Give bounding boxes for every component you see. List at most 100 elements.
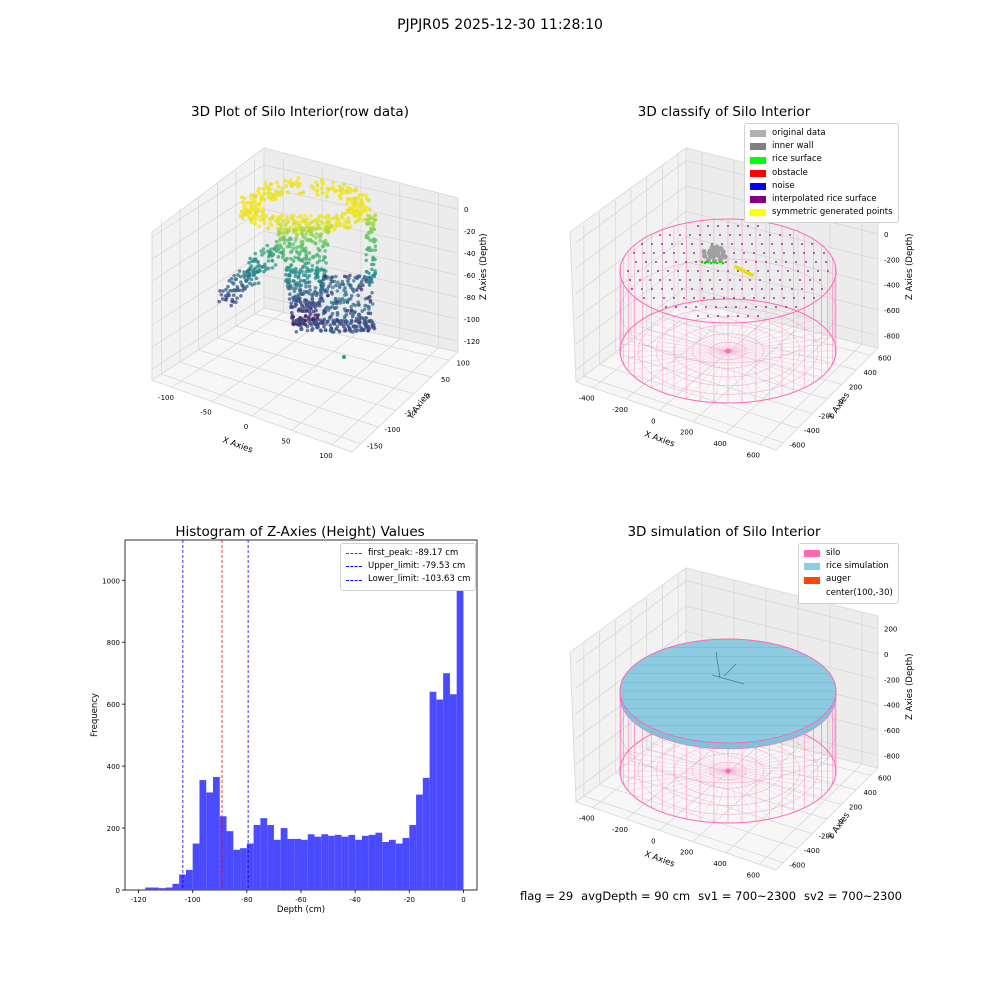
data-point: [279, 190, 284, 195]
original-data-point: [701, 249, 707, 255]
data-point: [329, 300, 334, 305]
data-point: [338, 196, 343, 201]
silo-floor-ring: [637, 307, 819, 395]
grid-line: [151, 296, 265, 370]
silo-floor-spoke: [662, 770, 729, 813]
data-point: [249, 204, 254, 209]
interpolated-point: [759, 234, 761, 236]
x-tick-label: -80: [241, 896, 252, 904]
data-point: [262, 220, 267, 225]
data-point: [238, 274, 243, 279]
data-point: [304, 290, 309, 294]
data-point: [344, 225, 349, 230]
interpolated-point: [771, 288, 773, 290]
interpolated-point: [727, 270, 729, 272]
x-tick-label: -100: [158, 394, 174, 402]
y-tick-label: -50: [404, 409, 415, 417]
data-point: [303, 248, 308, 253]
data-point: [297, 191, 302, 196]
data-point: [291, 286, 295, 290]
data-point: [283, 272, 288, 277]
data-point: [263, 262, 267, 267]
data-point: [280, 186, 285, 191]
interpolated-point: [721, 288, 723, 290]
data-point: [354, 288, 359, 292]
data-point: [283, 178, 288, 183]
grid-line: [211, 320, 323, 402]
interpolated-point: [709, 279, 711, 281]
data-point: [296, 184, 301, 189]
y-tick-label: 600: [878, 354, 891, 362]
data-point: [302, 219, 307, 223]
interpolated-point: [695, 306, 697, 308]
z-tick-label: -20: [464, 228, 475, 236]
data-point: [355, 318, 359, 322]
interpolated-point: [697, 270, 699, 272]
interpolated-point: [673, 252, 675, 254]
data-point: [285, 190, 290, 195]
histogram-bar: [273, 839, 281, 890]
interpolated-point: [765, 261, 767, 263]
interpolated-point: [801, 288, 803, 290]
interpolated-point: [827, 270, 829, 272]
silo-center: [725, 348, 731, 354]
silo-top-ring: [619, 218, 837, 324]
data-point: [249, 196, 254, 201]
data-point: [315, 222, 319, 226]
data-point: [301, 265, 305, 269]
data-point: [334, 327, 338, 331]
interpolated-point: [785, 261, 787, 263]
data-point: [358, 324, 362, 329]
data-point: [318, 226, 323, 231]
interpolated-point: [737, 225, 739, 227]
data-point: [234, 300, 238, 304]
data-point: [276, 232, 281, 237]
data-point: [298, 278, 303, 283]
interpolated-point: [695, 261, 697, 263]
data-point: [345, 190, 350, 195]
z-tick-label: -60: [464, 272, 475, 280]
data-point: [343, 293, 347, 297]
data-point: [300, 232, 305, 237]
silo-floor-spoke: [727, 764, 836, 772]
rice-surface-point: [721, 261, 725, 265]
interpolated-point: [801, 243, 803, 245]
y-tick-label: 200: [849, 803, 862, 811]
interpolated-point: [659, 234, 661, 236]
data-point: [342, 307, 347, 311]
data-point: [276, 255, 281, 259]
grid-line: [263, 186, 459, 232]
data-point: [262, 214, 267, 219]
y-tick-label: -400: [804, 427, 820, 435]
data-point: [348, 224, 353, 229]
interpolated-point: [791, 288, 793, 290]
z-tick-label: -120: [464, 338, 480, 346]
interpolated-point: [707, 225, 709, 227]
data-point: [367, 198, 372, 203]
data-point: [245, 270, 250, 274]
interpolated-point: [749, 279, 751, 281]
data-point: [247, 271, 252, 276]
data-point: [372, 326, 377, 331]
data-point: [247, 261, 251, 265]
data-point: [357, 284, 361, 288]
data-point: [323, 274, 328, 278]
data-point: [370, 290, 374, 295]
data-point: [359, 328, 364, 333]
data-point: [243, 205, 248, 210]
interpolated-point: [725, 306, 727, 308]
silo-floor-spoke: [628, 750, 729, 772]
plot2-title: 3D classify of Silo Interior: [637, 104, 811, 120]
data-point: [286, 281, 290, 285]
data-point: [314, 293, 319, 298]
interpolated-point: [771, 243, 773, 245]
original-data-point: [709, 244, 715, 250]
silo-floor-spoke: [699, 770, 729, 822]
grid-line: [575, 185, 687, 269]
data-point: [324, 194, 329, 199]
legend-line: [346, 579, 362, 581]
interpolated-point: [683, 297, 685, 299]
data-point: [302, 256, 307, 261]
histogram-bar: [253, 824, 261, 890]
interpolated-point: [665, 261, 667, 263]
